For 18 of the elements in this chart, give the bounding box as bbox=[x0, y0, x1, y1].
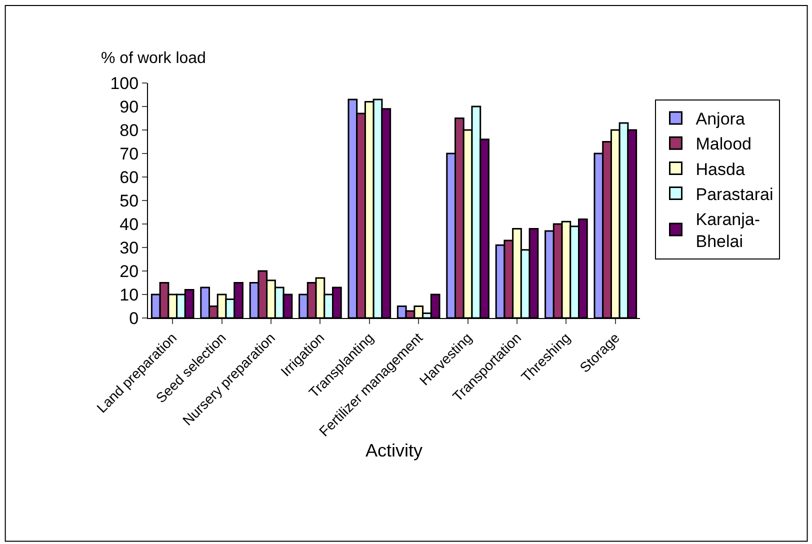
y-tick-label: 10 bbox=[120, 285, 139, 304]
legend-label: Parastarai bbox=[696, 184, 774, 204]
y-tick-label: 80 bbox=[120, 120, 139, 140]
y-tick-label: 50 bbox=[120, 191, 139, 210]
legend-label: Hasda bbox=[696, 160, 746, 179]
legend-label: Malood bbox=[696, 134, 752, 154]
y-tick-label: 30 bbox=[120, 238, 139, 258]
y-tick-label: 40 bbox=[120, 214, 139, 234]
y-axis-title: % of work load bbox=[101, 50, 206, 67]
y-tick-label: 100 bbox=[110, 74, 139, 93]
y-tick-label: 20 bbox=[120, 262, 139, 281]
y-tick-label: 90 bbox=[120, 97, 139, 116]
y-tick-label: 60 bbox=[120, 168, 139, 187]
y-tick-label: 0 bbox=[129, 308, 139, 328]
x-axis-title: Activity bbox=[365, 440, 423, 460]
y-tick-label: 70 bbox=[120, 144, 139, 164]
legend-label: Karanja- Bhelai bbox=[696, 210, 760, 252]
legend-label: Anjora bbox=[696, 110, 746, 129]
